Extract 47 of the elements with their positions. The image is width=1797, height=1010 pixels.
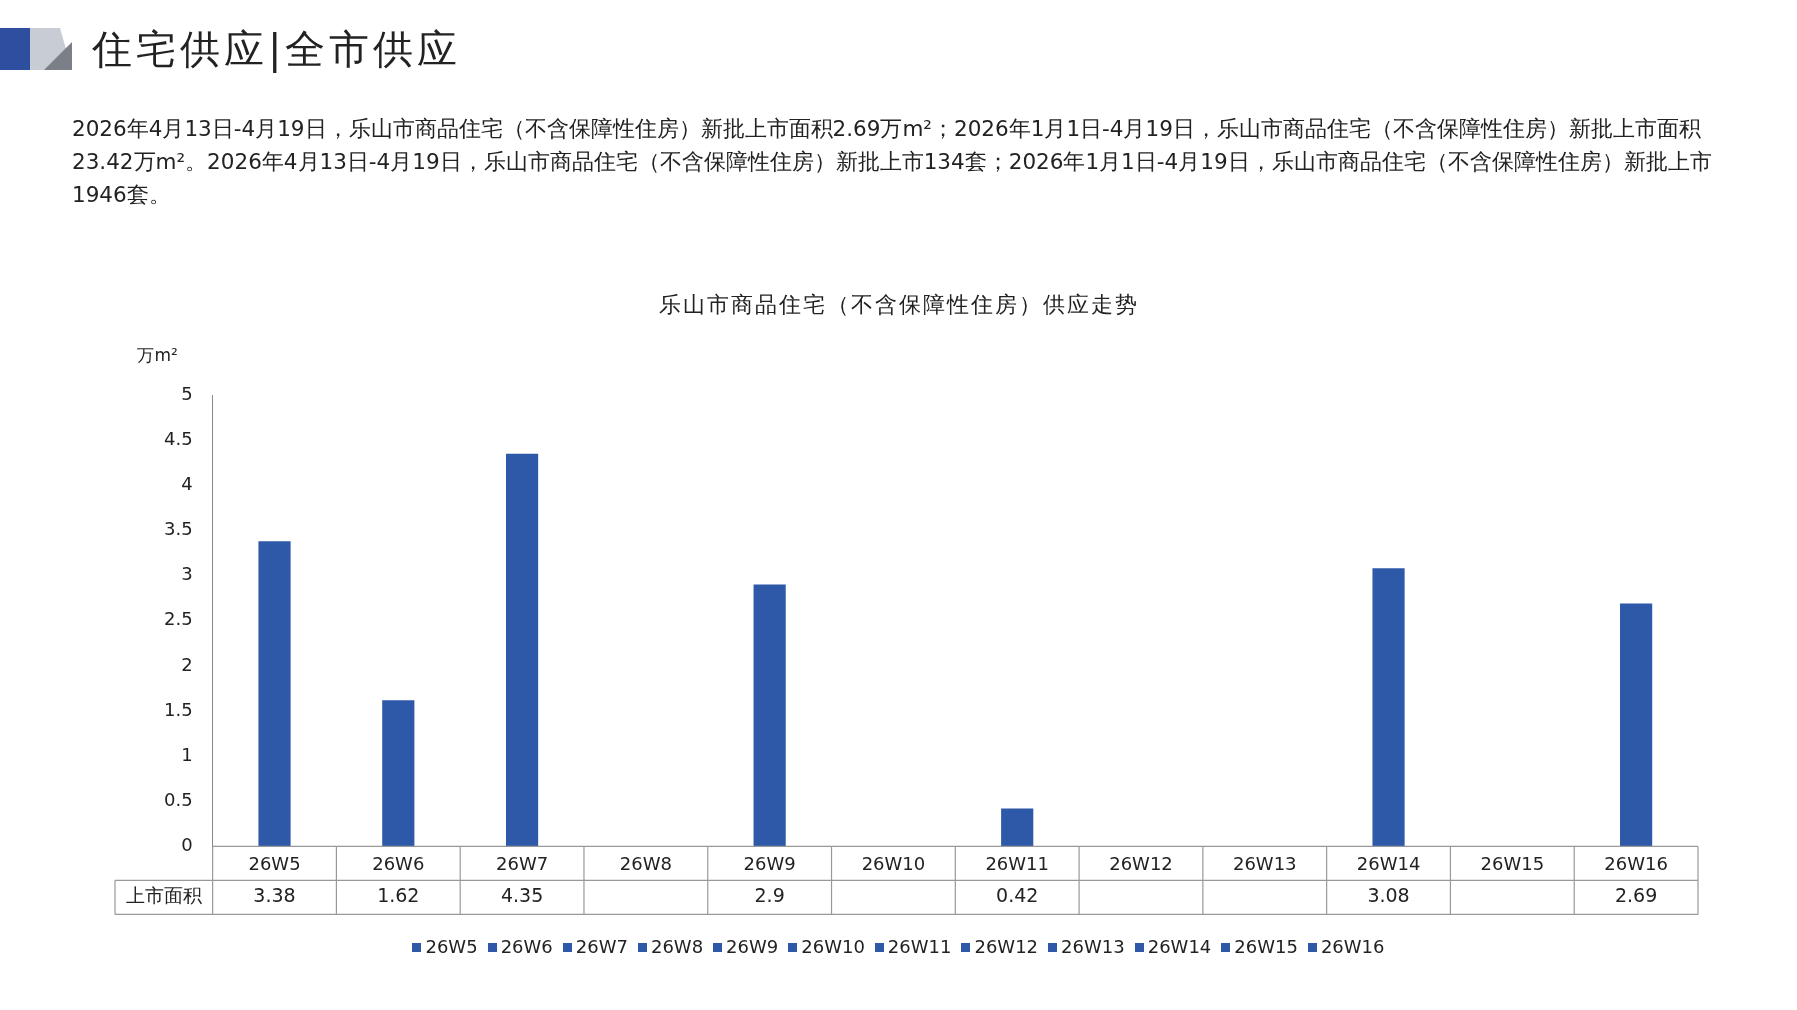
y-tick-label: 3	[181, 563, 193, 585]
chart-subtitle: 2026年4月13日-4月19日，乐山市商品住宅（不含保障性住房）新批上市面积2.69万m²；2026年1月1日-4月19日，乐山市商品住宅（不含保障性住房）新批上市面积23.42万m²。2026年4月13日-4月19日，乐山市商品住宅（不含保障性住房）新批上市134套；2026年1月1日-4月19日，乐山市商品住宅（不含保障性住房）新批上市1946套。	[72, 115, 1713, 209]
category-label: 26W7	[575, 936, 628, 957]
data-label: 3.08	[1367, 884, 1410, 907]
category-label: 26W8	[650, 936, 704, 957]
data-label: 4.35	[500, 884, 544, 907]
x-tick-label: 26W14	[1356, 852, 1421, 874]
category-label: 26W10	[801, 936, 865, 957]
data-label: 2.69	[1614, 884, 1658, 907]
x-tick-label: 26W12	[1109, 852, 1173, 874]
category-label: 26W9	[726, 936, 779, 957]
x-tick-label: 26W10	[861, 852, 926, 874]
text: 上市面积	[125, 884, 202, 907]
y-tick-label: 4	[181, 472, 193, 494]
x-tick-label: 26W15	[1480, 852, 1545, 874]
y-tick-label: 0.5	[163, 788, 193, 810]
x-tick-label: 26W9	[743, 852, 796, 874]
category-label: 26W16	[1320, 936, 1385, 957]
x-tick-label: 26W7	[496, 852, 549, 874]
text: 乐山市商品住宅（不含保障性住房）供应走势	[657, 291, 1140, 319]
x-tick-label: 26W13	[1232, 852, 1297, 874]
data-label: 0.42	[996, 884, 1039, 907]
category-label: 26W15	[1234, 936, 1298, 957]
category-label: 26W12	[974, 936, 1039, 957]
category-label: 26W11	[887, 936, 952, 957]
data-label: 3.38	[253, 884, 296, 907]
y-tick-label: 1	[181, 743, 193, 765]
y-tick-label: 2	[181, 653, 193, 675]
data-label: 2.9	[754, 884, 785, 907]
x-tick-label: 26W8	[619, 852, 672, 874]
x-tick-label: 26W11	[985, 852, 1050, 874]
category-label: 26W13	[1061, 936, 1125, 957]
x-tick-label: 26W16	[1604, 852, 1668, 874]
y-tick-label: 5	[181, 382, 193, 404]
y-tick-label: 4.5	[163, 427, 193, 449]
category-label: 26W6	[500, 936, 553, 957]
y-tick-label: 3.5	[163, 518, 193, 540]
category-label: 26W5	[425, 936, 478, 957]
x-tick-label: 26W5	[248, 852, 301, 874]
y-tick-label: 1.5	[163, 698, 193, 720]
data-label: 1.62	[377, 884, 420, 907]
y-tick-label: 0	[181, 834, 193, 856]
y-axis-title: 万m²	[137, 345, 178, 366]
category-label: 26W14	[1147, 936, 1212, 957]
x-tick-label: 26W6	[372, 852, 425, 874]
chart-title: 住宅供应|全市供应	[92, 25, 462, 75]
y-tick-label: 2.5	[163, 608, 193, 630]
